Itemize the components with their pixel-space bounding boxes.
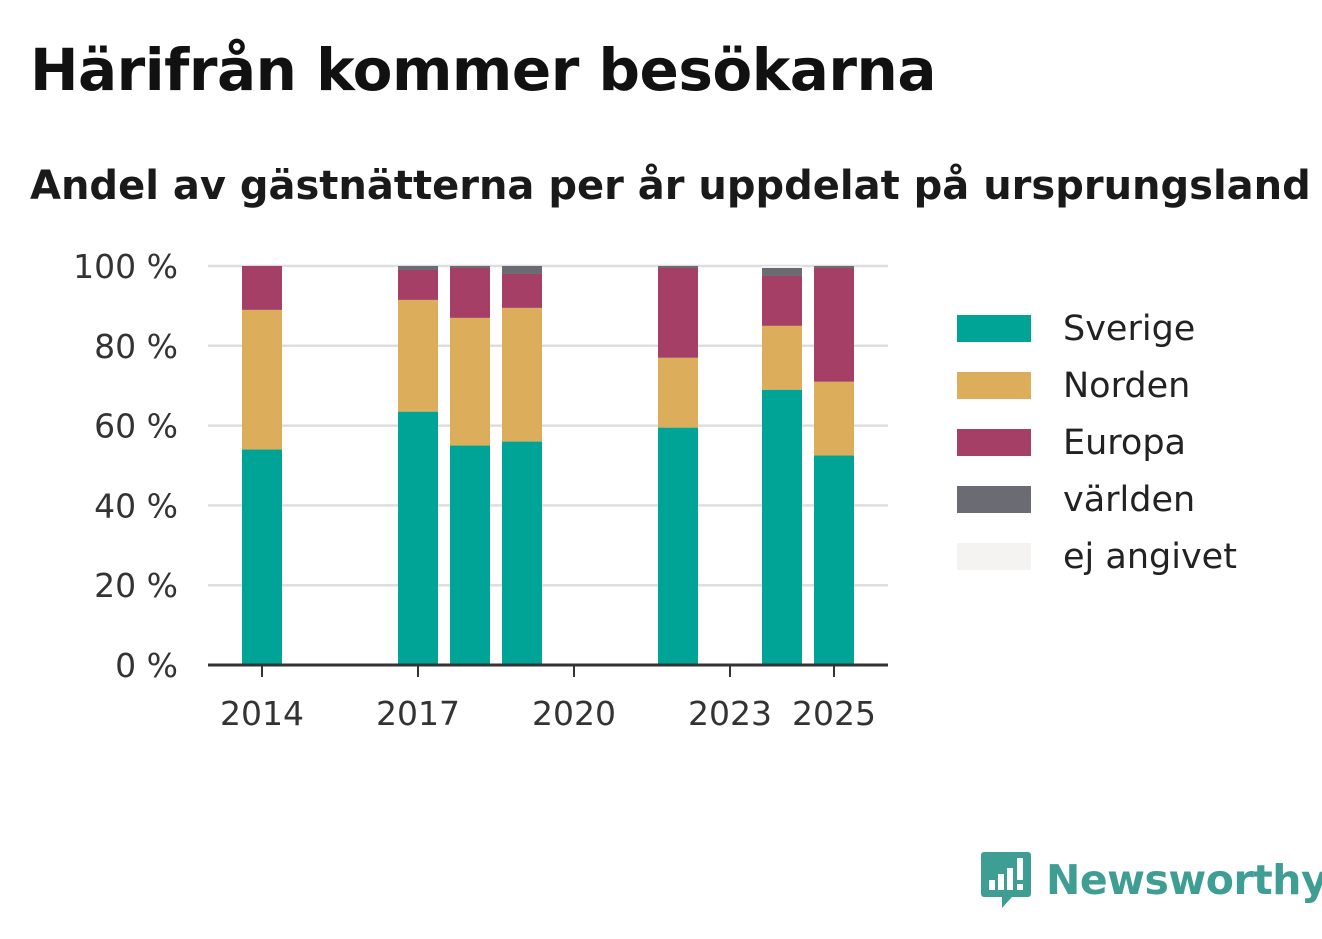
y-tick-labels: 0 % 20 % 40 % 60 % 80 % 100 %: [73, 247, 178, 685]
bar-segment: [398, 266, 438, 270]
legend-item: Norden: [957, 357, 1237, 414]
y-tick-label: 40 %: [94, 486, 178, 525]
bar-segment: [450, 266, 490, 268]
legend-label: ej angivet: [1063, 536, 1237, 577]
legend-label: Europa: [1063, 422, 1186, 463]
bar-segment: [658, 266, 698, 268]
bar-segment: [502, 307, 542, 442]
legend-item: ej angivet: [957, 528, 1237, 585]
bar-segment: [450, 267, 490, 318]
newsworthy-brand: Newsworthy: [980, 850, 1322, 910]
bar-segment: [762, 325, 802, 390]
bar-stacks: [242, 266, 854, 665]
bar-segment: [762, 267, 802, 276]
x-tick-label: 2014: [220, 694, 304, 733]
legend-swatch: [957, 429, 1031, 456]
x-tick-label: 2025: [792, 694, 876, 733]
y-tick-label: 80 %: [94, 327, 178, 366]
bar-segment: [762, 275, 802, 326]
bar-segment: [814, 455, 854, 665]
bar-segment: [762, 266, 802, 268]
axes: [208, 663, 888, 677]
bar-segment: [242, 449, 282, 665]
bar-segment: [502, 441, 542, 665]
bar-segment: [658, 427, 698, 665]
bar-segment: [658, 357, 698, 428]
y-tick-label: 20 %: [94, 566, 178, 605]
x-tick-labels: 2014 2017 2020 2023 2025: [220, 694, 876, 733]
y-tick-label: 60 %: [94, 407, 178, 446]
legend-item: Sverige: [957, 300, 1237, 357]
bar-segment: [502, 266, 542, 274]
x-tick-label: 2023: [688, 694, 772, 733]
bar-segment: [242, 266, 282, 310]
chart-legend: Sverige Norden Europa världen ej angivet: [957, 300, 1237, 585]
bar-segment: [398, 411, 438, 665]
legend-label: Sverige: [1063, 308, 1196, 349]
legend-item: Europa: [957, 414, 1237, 471]
legend-swatch: [957, 315, 1031, 342]
bar-segment: [814, 381, 854, 456]
bar-segment: [814, 267, 854, 382]
y-tick-label: 100 %: [73, 247, 178, 286]
chart-title: Härifrån kommer besökarna: [30, 36, 936, 104]
bar-segment: [450, 445, 490, 665]
legend-swatch: [957, 372, 1031, 399]
y-tick-label: 0 %: [115, 646, 178, 685]
bar-segment: [502, 273, 542, 308]
bar-segment: [814, 266, 854, 268]
x-tick-label: 2020: [532, 694, 616, 733]
brand-name: Newsworthy: [1046, 856, 1322, 904]
bar-segment: [398, 299, 438, 412]
newsworthy-logo-icon: [981, 852, 1031, 908]
bar-segment: [658, 267, 698, 358]
bar-segment: [450, 317, 490, 446]
chart-subtitle: Andel av gästnätterna per år uppdelat på…: [30, 163, 1311, 209]
legend-label: världen: [1063, 479, 1196, 520]
bar-segment: [242, 309, 282, 450]
bar-segment: [398, 269, 438, 300]
bar-segment: [762, 389, 802, 665]
legend-item: världen: [957, 471, 1237, 528]
legend-label: Norden: [1063, 365, 1191, 406]
legend-swatch: [957, 543, 1031, 570]
legend-swatch: [957, 486, 1031, 513]
x-tick-label: 2017: [376, 694, 460, 733]
